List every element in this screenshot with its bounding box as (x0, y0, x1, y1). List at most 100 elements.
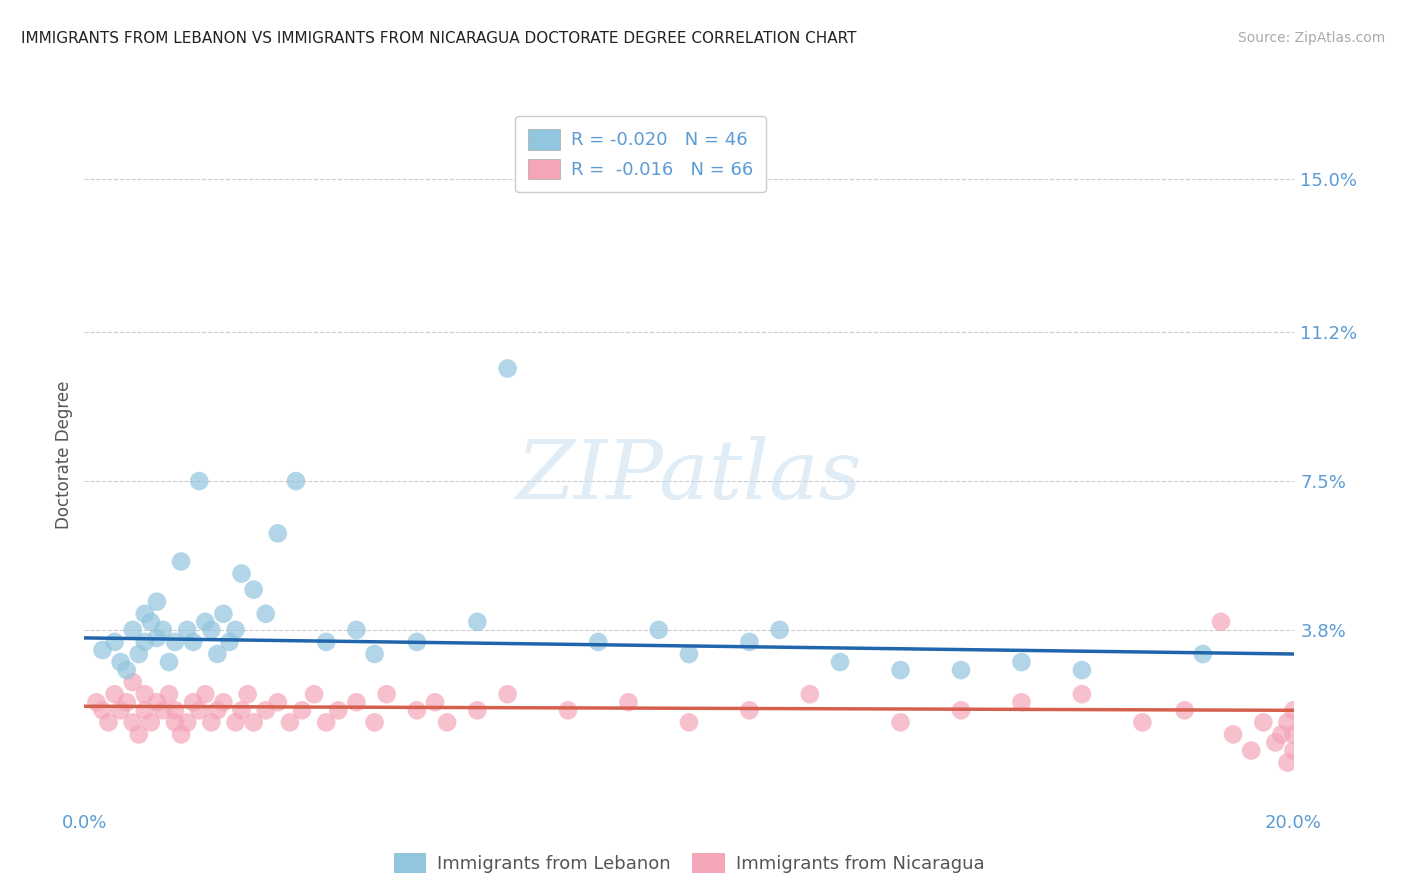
Point (328, 703, 350, 717)
Point (799, 687, 821, 701)
Point (890, 715, 912, 730)
Point (1282, 743, 1305, 757)
Point (134, 635, 156, 649)
Point (128, 727, 150, 741)
Point (121, 675, 143, 690)
Point (181, 695, 204, 709)
Point (231, 566, 253, 581)
Point (236, 687, 259, 701)
Point (738, 703, 761, 717)
Point (1277, 715, 1299, 730)
Point (285, 474, 308, 488)
Point (181, 635, 204, 649)
Text: ZIPatlas: ZIPatlas (516, 436, 862, 516)
Point (207, 647, 229, 661)
Point (104, 635, 127, 649)
Point (496, 687, 519, 701)
Point (188, 474, 211, 488)
Point (254, 703, 277, 717)
Point (134, 687, 156, 701)
Point (291, 703, 314, 717)
Point (769, 623, 792, 637)
Point (302, 687, 325, 701)
Point (121, 715, 143, 730)
Point (678, 715, 700, 730)
Point (146, 595, 169, 609)
Point (97, 715, 120, 730)
Point (1264, 735, 1286, 749)
Point (231, 703, 253, 717)
Point (1192, 647, 1215, 661)
Point (225, 623, 247, 637)
Point (278, 715, 301, 730)
Point (165, 715, 187, 730)
Point (218, 635, 240, 649)
Point (830, 655, 852, 669)
Legend: Immigrants from Lebanon, Immigrants from Nicaragua: Immigrants from Lebanon, Immigrants from… (382, 842, 995, 884)
Point (225, 715, 247, 730)
Point (176, 715, 198, 730)
Point (467, 703, 489, 717)
Point (254, 607, 277, 621)
Point (139, 715, 162, 730)
Point (588, 635, 610, 649)
Point (152, 623, 174, 637)
Point (363, 715, 385, 730)
Point (1011, 695, 1033, 709)
Point (200, 623, 222, 637)
Point (315, 635, 337, 649)
Point (146, 695, 169, 709)
Text: Source: ZipAtlas.com: Source: ZipAtlas.com (1237, 31, 1385, 45)
Text: IMMIGRANTS FROM LEBANON VS IMMIGRANTS FROM NICARAGUA DOCTORATE DEGREE CORRELATIO: IMMIGRANTS FROM LEBANON VS IMMIGRANTS FR… (21, 31, 856, 46)
Point (1222, 727, 1244, 741)
Point (91, 643, 114, 657)
Point (648, 623, 671, 637)
Point (315, 715, 337, 730)
Point (134, 607, 156, 621)
Point (242, 582, 264, 597)
Point (194, 615, 217, 629)
Point (157, 655, 180, 669)
Point (375, 687, 398, 701)
Point (346, 623, 368, 637)
Point (212, 607, 235, 621)
Point (436, 715, 458, 730)
Point (104, 687, 127, 701)
Point (1174, 703, 1197, 717)
Point (121, 623, 143, 637)
Point (1240, 743, 1263, 757)
Point (678, 647, 700, 661)
Point (1209, 615, 1232, 629)
Point (194, 687, 217, 701)
Point (146, 631, 169, 645)
Point (406, 703, 429, 717)
Point (346, 695, 368, 709)
Point (170, 727, 193, 741)
Point (1277, 756, 1299, 770)
Point (1282, 727, 1305, 741)
Point (86, 695, 108, 709)
Point (1071, 687, 1094, 701)
Point (115, 695, 138, 709)
Point (1071, 663, 1094, 677)
Point (267, 526, 290, 541)
Point (738, 635, 761, 649)
Point (617, 695, 640, 709)
Point (152, 703, 174, 717)
Point (557, 703, 579, 717)
Point (188, 703, 211, 717)
Point (170, 554, 193, 568)
Point (1282, 703, 1305, 717)
Point (496, 361, 519, 376)
Point (950, 663, 973, 677)
Point (91, 703, 114, 717)
Point (423, 695, 446, 709)
Point (1130, 715, 1153, 730)
Point (363, 647, 385, 661)
Point (176, 623, 198, 637)
Point (139, 615, 162, 629)
Point (134, 703, 156, 717)
Point (950, 703, 973, 717)
Point (200, 715, 222, 730)
Point (110, 703, 132, 717)
